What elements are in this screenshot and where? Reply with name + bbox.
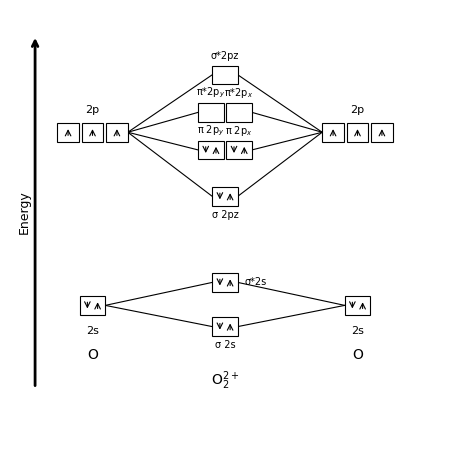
Bar [346, 123, 369, 142]
Text: O: O [352, 348, 363, 362]
Text: π 2p$_x$: π 2p$_x$ [225, 124, 253, 138]
Bar [212, 317, 238, 336]
Text: 2s: 2s [351, 326, 364, 336]
Text: Energy: Energy [18, 190, 31, 234]
Bar [371, 123, 393, 142]
Text: $\mathrm{O_2^{2+}}$: $\mathrm{O_2^{2+}}$ [211, 369, 239, 392]
Text: σ 2pz: σ 2pz [212, 210, 239, 220]
Bar [226, 141, 252, 159]
Bar [198, 141, 224, 159]
Bar [212, 273, 238, 292]
Text: 2p: 2p [351, 105, 364, 115]
Text: O: O [87, 348, 98, 362]
Bar [57, 123, 79, 142]
Bar [198, 103, 224, 122]
Bar [81, 123, 104, 142]
Text: π 2p$_y$: π 2p$_y$ [197, 124, 225, 138]
Bar [226, 103, 252, 122]
Bar [80, 296, 105, 315]
Bar [212, 66, 238, 84]
Bar [322, 123, 344, 142]
Text: σ 2s: σ 2s [215, 340, 235, 350]
Text: 2s: 2s [86, 326, 99, 336]
Text: σ*2s: σ*2s [244, 277, 267, 287]
Bar [345, 296, 370, 315]
Text: π*2p$_x$: π*2p$_x$ [225, 86, 254, 100]
Text: π*2p$_y$: π*2p$_y$ [196, 86, 225, 100]
Bar [212, 187, 238, 206]
Bar [106, 123, 128, 142]
Text: σ*2pz: σ*2pz [211, 51, 239, 61]
Text: 2p: 2p [86, 105, 99, 115]
